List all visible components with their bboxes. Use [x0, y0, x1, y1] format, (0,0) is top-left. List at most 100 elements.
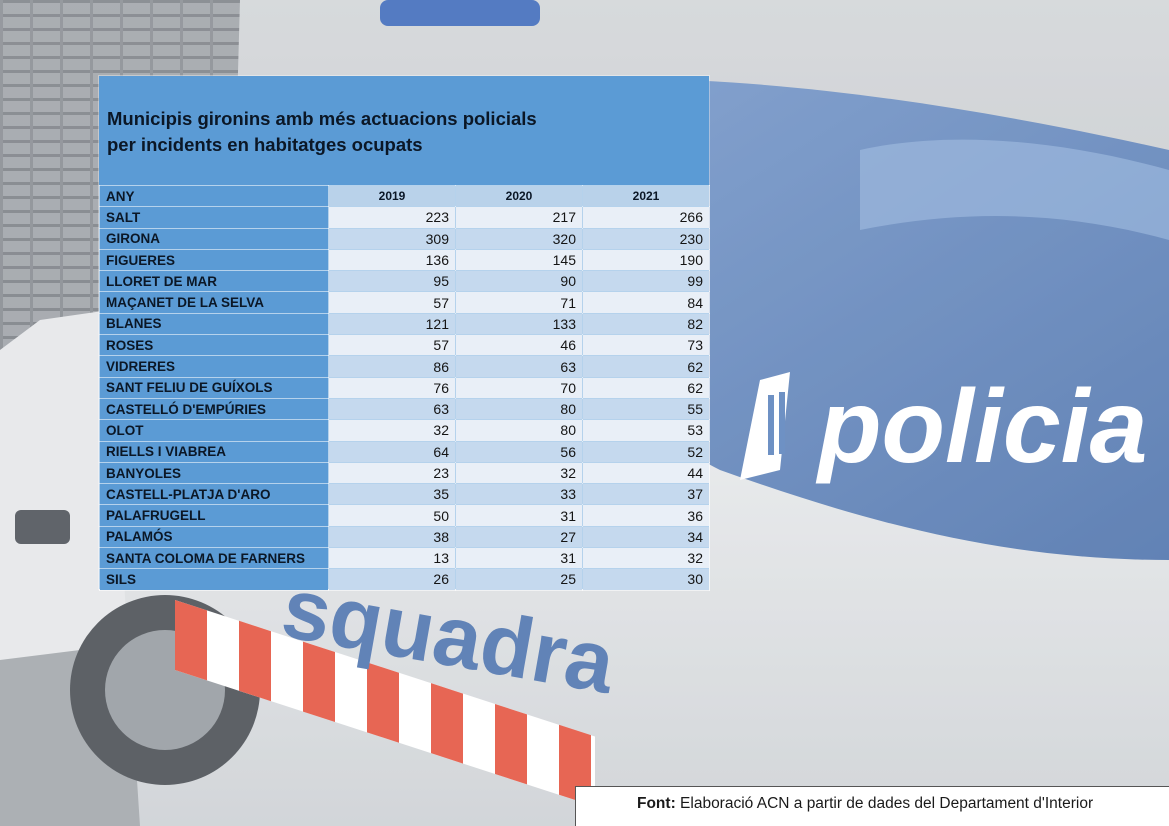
value-cell: 76 [328, 376, 456, 399]
table-title: Municipis gironins amb més actuacions po… [107, 106, 667, 158]
value-cell: 31 [455, 547, 583, 570]
value-cell: 223 [328, 206, 456, 229]
table-row: BANYOLES 23 32 44 [99, 461, 710, 485]
table-row: CASTELLÓ D'EMPÚRIES 63 80 55 [99, 397, 710, 421]
table-row: LLORET DE MAR 95 90 99 [99, 270, 710, 293]
value-cell: 99 [582, 270, 710, 293]
municipality-name: CASTELL-PLATJA D'ARO [99, 483, 329, 506]
incidents-table: ANY 2019 2020 2021 SALT 223 217 266 GIRONA 30… [99, 184, 710, 591]
value-cell: 230 [582, 227, 710, 250]
value-cell: 309 [328, 227, 456, 250]
header-label: ANY [99, 184, 329, 208]
municipality-name: SANT FELIU DE GUÍXOLS [99, 376, 329, 399]
table-title-line-1: Municipis gironins amb més actuacions po… [107, 108, 537, 129]
source-label: Font: [637, 795, 676, 812]
table-row: OLOT 32 80 53 [99, 419, 710, 442]
value-cell: 32 [328, 419, 456, 442]
source-text: Elaboració ACN a partir de dades del Dep… [675, 795, 1094, 812]
municipality-name: ROSES [99, 334, 329, 357]
table-body: SALT 223 217 266 GIRONA 309 320 230 FIGUERES 136 1… [99, 206, 710, 591]
table-row: FIGUERES 136 145 190 [99, 248, 710, 272]
value-cell: 13 [328, 547, 456, 570]
value-cell: 46 [455, 334, 583, 357]
value-cell: 145 [455, 248, 583, 272]
value-cell: 320 [455, 227, 583, 250]
value-cell: 52 [582, 440, 710, 463]
source-note: Font: Elaboració ACN a partir de dades d… [575, 786, 1169, 826]
table-row: MAÇANET DE LA SELVA 57 71 84 [99, 291, 710, 314]
police-emblem-icon [740, 372, 790, 480]
header-year: 2020 [455, 184, 583, 208]
vehicle-lettering-policia: policia [815, 369, 1147, 485]
municipality-name: OLOT [99, 419, 329, 442]
value-cell: 57 [328, 291, 456, 314]
value-cell: 133 [455, 312, 583, 336]
table-row: SANTA COLOMA DE FARNERS 13 31 32 [99, 547, 710, 570]
value-cell: 82 [582, 312, 710, 336]
value-cell: 37 [582, 483, 710, 506]
value-cell: 35 [328, 483, 456, 506]
value-cell: 36 [582, 504, 710, 527]
table-panel: Municipis gironins amb més actuacions po… [99, 76, 710, 591]
value-cell: 90 [455, 270, 583, 293]
value-cell: 80 [455, 419, 583, 442]
municipality-name: GIRONA [99, 227, 329, 250]
table-row: SANT FELIU DE GUÍXOLS 76 70 62 [99, 376, 710, 399]
municipality-name: PALAFRUGELL [99, 504, 329, 527]
municipality-name: BANYOLES [99, 461, 329, 485]
table-row: BLANES 121 133 82 [99, 312, 710, 336]
value-cell: 23 [328, 461, 456, 485]
value-cell: 62 [582, 355, 710, 378]
value-cell: 53 [582, 419, 710, 442]
header-year: 2021 [582, 184, 710, 208]
value-cell: 84 [582, 291, 710, 314]
value-cell: 32 [582, 547, 710, 570]
value-cell: 80 [455, 397, 583, 421]
table-row: RIELLS I VIABREA 64 56 52 [99, 440, 710, 463]
municipality-name: BLANES [99, 312, 329, 336]
value-cell: 217 [455, 206, 583, 229]
table-row: GIRONA 309 320 230 [99, 227, 710, 250]
value-cell: 26 [328, 568, 456, 591]
value-cell: 64 [328, 440, 456, 463]
table-row: PALAFRUGELL 50 31 36 [99, 504, 710, 527]
table-row: ROSES 57 46 73 [99, 334, 710, 357]
value-cell: 121 [328, 312, 456, 336]
municipality-name: SALT [99, 206, 329, 229]
value-cell: 56 [455, 440, 583, 463]
municipality-name: SILS [99, 568, 329, 591]
value-cell: 27 [455, 525, 583, 549]
value-cell: 30 [582, 568, 710, 591]
value-cell: 33 [455, 483, 583, 506]
value-cell: 136 [328, 248, 456, 272]
value-cell: 63 [455, 355, 583, 378]
municipality-name: CASTELLÓ D'EMPÚRIES [99, 397, 329, 421]
value-cell: 70 [455, 376, 583, 399]
table-header-row: ANY 2019 2020 2021 [99, 184, 710, 208]
value-cell: 71 [455, 291, 583, 314]
municipality-name: RIELLS I VIABREA [99, 440, 329, 463]
municipality-name: LLORET DE MAR [99, 270, 329, 293]
municipality-name: MAÇANET DE LA SELVA [99, 291, 329, 314]
value-cell: 34 [582, 525, 710, 549]
table-row: CASTELL-PLATJA D'ARO 35 33 37 [99, 483, 710, 506]
header-year: 2019 [328, 184, 456, 208]
value-cell: 86 [328, 355, 456, 378]
value-cell: 55 [582, 397, 710, 421]
table-row: SALT 223 217 266 [99, 206, 710, 229]
value-cell: 62 [582, 376, 710, 399]
value-cell: 73 [582, 334, 710, 357]
table-row: PALAMÓS 38 27 34 [99, 525, 710, 549]
municipality-name: VIDRERES [99, 355, 329, 378]
value-cell: 190 [582, 248, 710, 272]
table-title-line-2: per incidents en habitatges ocupats [107, 134, 423, 155]
table-row: SILS 26 25 30 [99, 568, 710, 591]
value-cell: 31 [455, 504, 583, 527]
value-cell: 44 [582, 461, 710, 485]
municipality-name: PALAMÓS [99, 525, 329, 549]
value-cell: 266 [582, 206, 710, 229]
value-cell: 95 [328, 270, 456, 293]
municipality-name: FIGUERES [99, 248, 329, 272]
municipality-name: SANTA COLOMA DE FARNERS [99, 547, 329, 570]
value-cell: 57 [328, 334, 456, 357]
